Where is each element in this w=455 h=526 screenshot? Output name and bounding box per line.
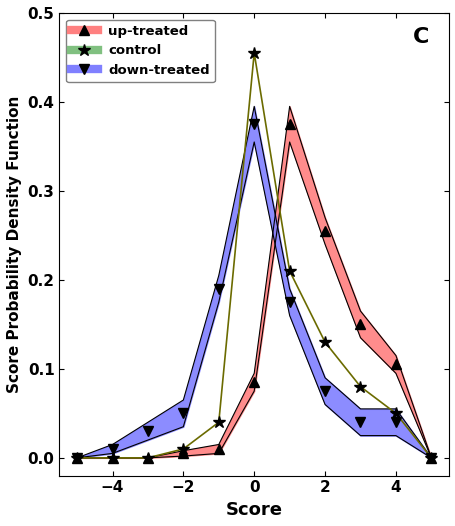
Legend: up-treated, control, down-treated: up-treated, control, down-treated: [66, 19, 215, 82]
Text: C: C: [412, 27, 429, 47]
Y-axis label: Score Probability Density Function: Score Probability Density Function: [7, 96, 22, 393]
X-axis label: Score: Score: [225, 501, 282, 519]
